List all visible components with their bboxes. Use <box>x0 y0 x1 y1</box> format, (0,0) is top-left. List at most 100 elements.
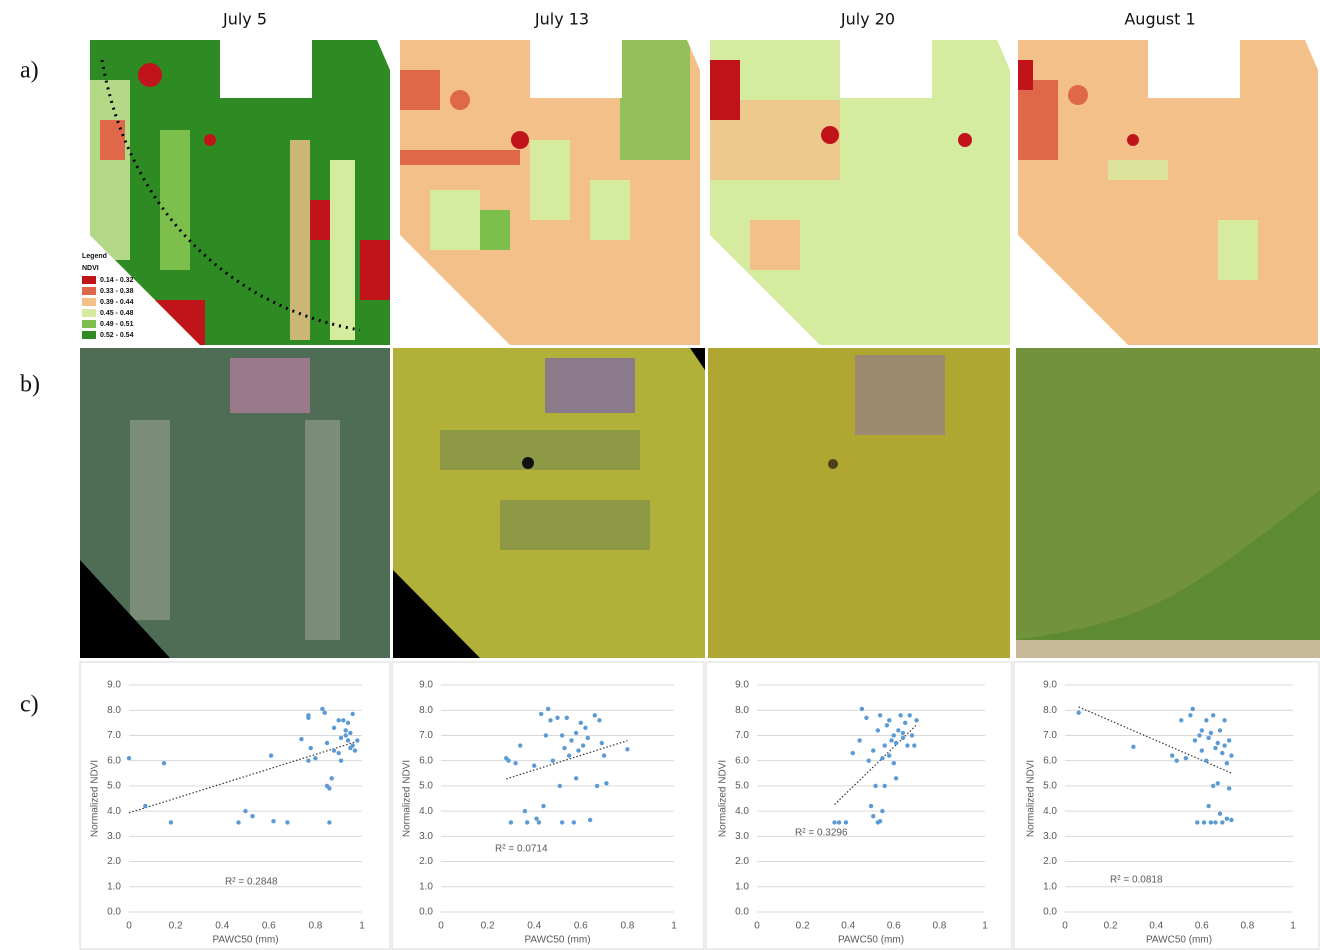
x-axis-label: PAWC50 (mm) <box>212 935 278 946</box>
data-point <box>602 753 606 757</box>
data-point <box>330 776 334 780</box>
data-point <box>837 820 841 824</box>
data-point <box>857 738 861 742</box>
y-tick-label: 6.0 <box>419 755 433 766</box>
data-point <box>341 718 345 722</box>
data-point <box>581 743 585 747</box>
y-tick-label: 3.0 <box>107 831 121 842</box>
legend-title: Legend <box>82 253 107 260</box>
data-point <box>339 736 343 740</box>
data-point <box>860 707 864 711</box>
y-tick-label: 8.0 <box>735 705 749 716</box>
legend-label: 0.49 - 0.51 <box>100 321 134 328</box>
data-point <box>869 804 873 808</box>
column-header: July 13 <box>534 10 589 29</box>
data-point <box>537 820 541 824</box>
y-tick-label: 7.0 <box>107 730 121 741</box>
aerial-photo <box>1016 348 1320 658</box>
data-point <box>1229 818 1233 822</box>
data-point <box>851 751 855 755</box>
data-point <box>1202 820 1206 824</box>
data-point <box>567 753 571 757</box>
data-point <box>306 758 310 762</box>
y-tick-label: 9.0 <box>419 680 433 691</box>
data-point <box>1204 718 1208 722</box>
y-tick-label: 7.0 <box>735 730 749 741</box>
y-tick-label: 3.0 <box>419 831 433 842</box>
data-point <box>889 738 893 742</box>
data-point <box>1206 736 1210 740</box>
data-point <box>1197 733 1201 737</box>
data-point <box>625 747 629 751</box>
data-point <box>1170 753 1174 757</box>
row-label: c) <box>20 692 39 718</box>
y-tick-label: 2.0 <box>419 856 433 867</box>
data-point <box>313 756 317 760</box>
legend-swatch <box>82 298 96 306</box>
data-point <box>1076 711 1080 715</box>
x-tick-label: 0.2 <box>169 921 183 932</box>
data-point <box>534 816 538 820</box>
data-point <box>518 743 522 747</box>
x-tick-label: 0.4 <box>215 921 229 932</box>
x-tick-label: 0.8 <box>932 921 946 932</box>
data-point <box>243 809 247 813</box>
y-tick-label: 9.0 <box>107 680 121 691</box>
x-tick-label: 0 <box>1062 921 1068 932</box>
data-point <box>555 716 559 720</box>
trendline <box>506 741 627 779</box>
data-point <box>544 733 548 737</box>
y-tick-label: 9.0 <box>735 680 749 691</box>
data-point <box>271 819 275 823</box>
data-point <box>1213 746 1217 750</box>
y-axis-label: Normalized NDVI <box>402 760 413 837</box>
data-point <box>325 741 329 745</box>
data-point <box>1225 761 1229 765</box>
data-point <box>901 731 905 735</box>
r-squared: R² = 0.2848 <box>225 877 278 888</box>
data-point <box>1222 718 1226 722</box>
y-tick-label: 4.0 <box>107 806 121 817</box>
x-axis-label: PAWC50 (mm) <box>1146 935 1212 946</box>
y-tick-label: 6.0 <box>1043 755 1057 766</box>
legend-label: 0.52 - 0.54 <box>100 332 134 339</box>
legend-swatch <box>82 276 96 284</box>
x-tick-label: 0.8 <box>308 921 322 932</box>
y-tick-label: 4.0 <box>419 806 433 817</box>
data-point <box>588 818 592 822</box>
legend-swatch <box>82 320 96 328</box>
data-point <box>565 716 569 720</box>
data-point <box>343 728 347 732</box>
data-point <box>1206 804 1210 808</box>
aerial-photo <box>393 348 705 658</box>
data-point <box>127 756 131 760</box>
ndvi-map <box>400 40 700 345</box>
column-header: July 5 <box>222 10 267 29</box>
x-axis-label: PAWC50 (mm) <box>524 935 590 946</box>
y-tick-label: 0.0 <box>107 907 121 918</box>
row-label: b) <box>20 372 40 398</box>
data-point <box>548 718 552 722</box>
x-axis-label: PAWC50 (mm) <box>838 935 904 946</box>
data-point <box>604 781 608 785</box>
y-tick-label: 5.0 <box>1043 781 1057 792</box>
data-point <box>337 718 341 722</box>
data-point <box>320 707 324 711</box>
data-point <box>299 737 303 741</box>
y-tick-label: 0.0 <box>1043 907 1057 918</box>
row-label: a) <box>20 58 39 84</box>
chart-frame <box>80 662 390 949</box>
ndvi-map <box>1018 40 1318 345</box>
y-tick-label: 0.0 <box>735 907 749 918</box>
data-point <box>348 731 352 735</box>
data-point <box>914 718 918 722</box>
data-point <box>597 718 601 722</box>
x-tick-label: 0 <box>754 921 760 932</box>
data-point <box>532 764 536 768</box>
data-point <box>867 758 871 762</box>
data-point <box>1216 781 1220 785</box>
x-tick-label: 0.6 <box>887 921 901 932</box>
x-tick-label: 1 <box>1290 921 1296 932</box>
data-point <box>903 721 907 725</box>
x-tick-label: 1 <box>671 921 677 932</box>
